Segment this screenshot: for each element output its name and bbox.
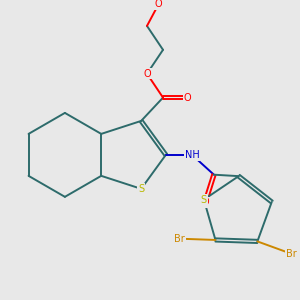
Text: O: O	[155, 0, 162, 9]
Text: Br: Br	[174, 234, 185, 244]
Text: O: O	[184, 93, 192, 103]
Text: Br: Br	[286, 249, 296, 259]
Text: S: S	[201, 195, 207, 205]
Text: S: S	[138, 184, 144, 194]
Text: NH: NH	[185, 150, 200, 160]
Text: O: O	[143, 69, 151, 79]
Text: O: O	[201, 197, 209, 207]
